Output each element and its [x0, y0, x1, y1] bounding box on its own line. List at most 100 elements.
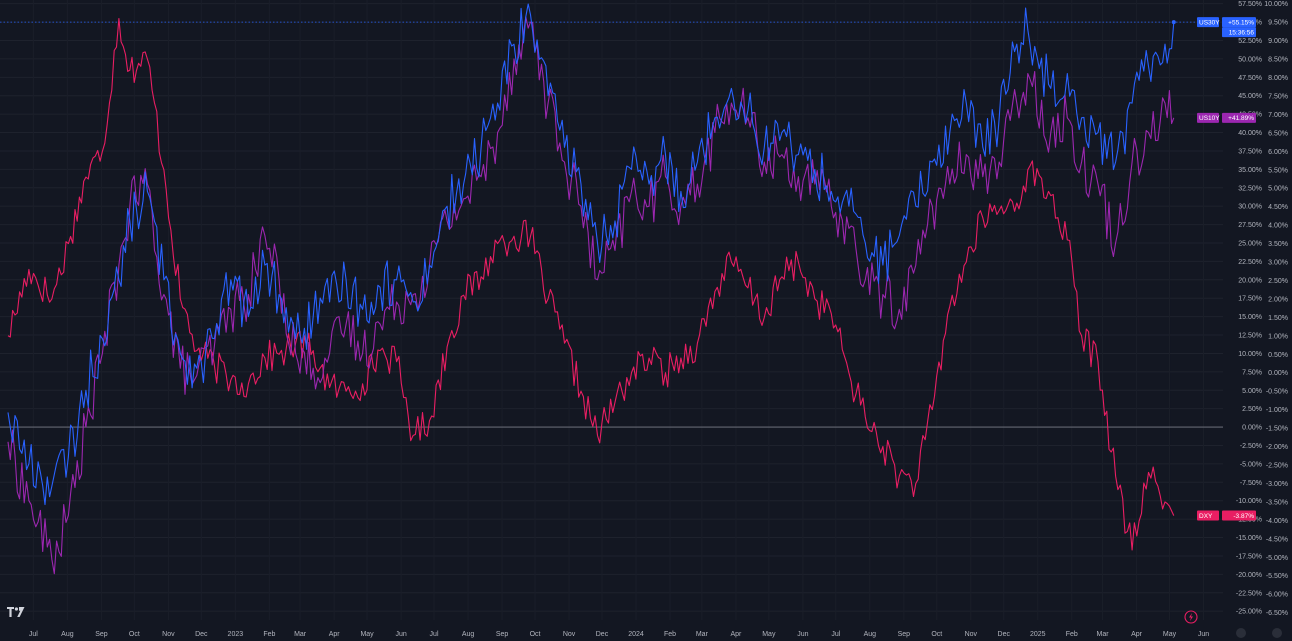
right-tick-label: 57.50%: [1238, 1, 1262, 8]
right-tick-label: 7.50%: [1242, 369, 1262, 376]
right-tick-label: -10.00%: [1236, 498, 1262, 505]
secondary-tick-label: -5.50%: [1266, 573, 1288, 580]
secondary-tick-label: 4.50%: [1268, 204, 1288, 211]
series-value-box: [1222, 510, 1256, 521]
x-tick-label: Sep: [95, 631, 108, 638]
series-value-label: +55.15%: [1228, 19, 1254, 26]
tradingview-logo-icon[interactable]: [6, 606, 26, 618]
series-value-box: [1222, 112, 1256, 123]
right-tick-label: 25.00%: [1238, 240, 1262, 247]
secondary-tick-label: 1.00%: [1268, 333, 1288, 340]
secondary-tick-label: 6.00%: [1268, 149, 1288, 156]
series-name-label: US10Y: [1199, 115, 1220, 122]
series-name-box: [1197, 112, 1219, 123]
right-tick-label: 32.50%: [1238, 185, 1262, 192]
x-tick-label: Sep: [496, 631, 509, 638]
secondary-tick-label: 9.50%: [1268, 20, 1288, 27]
x-tick-label: Jun: [1198, 631, 1209, 638]
right-tick-label: 27.50%: [1238, 222, 1262, 229]
right-tick-label: 50.00%: [1238, 56, 1262, 63]
secondary-axis-ticks: 10.00% 9.50% 9.00% 8.50% 8.00% 7.50% 7.00% 6.50…: [1264, 1, 1288, 617]
secondary-tick-label: -4.50%: [1266, 536, 1288, 543]
secondary-tick-label: -5.00%: [1266, 555, 1288, 562]
time-axis-ticks: Jul Aug Sep Oct Nov Dec 2023 Feb Mar Apr May Jun Jul…: [29, 631, 1209, 638]
dxy-tag: DXY -3.87%: [1197, 510, 1256, 521]
secondary-tick-label: -1.00%: [1266, 407, 1288, 414]
series-layer: [7, 3, 1175, 575]
scroll-left-button[interactable]: [1236, 628, 1246, 638]
horizontal-gridlines: [0, 3, 1223, 612]
secondary-tick-label: 7.00%: [1268, 112, 1288, 119]
x-tick-label: Aug: [462, 631, 475, 638]
right-tick-label: 40.00%: [1238, 130, 1262, 137]
x-tick-label: Oct: [129, 631, 140, 638]
right-tick-label: -5.00%: [1240, 461, 1262, 468]
x-tick-label: 2025: [1030, 631, 1046, 638]
right-tick-label: 22.50%: [1238, 259, 1262, 266]
x-tick-label: Dec: [998, 631, 1011, 638]
dxy-series-line: [7, 17, 1175, 551]
x-tick-label: Apr: [329, 631, 341, 638]
x-tick-label: Jul: [831, 631, 840, 638]
auto-scale-button[interactable]: [1272, 628, 1282, 638]
x-tick-label: Jun: [395, 631, 406, 638]
secondary-tick-label: 5.50%: [1268, 167, 1288, 174]
us30y-tag: US30Y +55.15% 15:36:56: [1171, 17, 1256, 38]
x-tick-label: Dec: [195, 631, 208, 638]
right-tick-label: 5.00%: [1242, 388, 1262, 395]
series-tags: DXY -3.87% US10Y +41.89% US30Y +55.15% 15:36:5…: [1171, 17, 1256, 521]
right-tick-label: 17.50%: [1238, 296, 1262, 303]
secondary-tick-label: 0.00%: [1268, 370, 1288, 377]
x-tick-label: Aug: [61, 631, 74, 638]
right-tick-label: 0.00%: [1242, 425, 1262, 432]
right-tick-label: 52.50%: [1238, 38, 1262, 45]
right-tick-label: -2.50%: [1240, 443, 1262, 450]
secondary-tick-label: 2.00%: [1268, 296, 1288, 303]
x-tick-label: Feb: [664, 631, 676, 638]
right-tick-label: 12.50%: [1238, 333, 1262, 340]
secondary-tick-label: 8.50%: [1268, 57, 1288, 64]
secondary-tick-label: 0.50%: [1268, 352, 1288, 359]
x-tick-label: 2023: [228, 631, 244, 638]
x-tick-label: Jul: [430, 631, 439, 638]
secondary-tick-label: 1.50%: [1268, 315, 1288, 322]
x-tick-label: May: [762, 631, 776, 638]
x-tick-label: Apr: [730, 631, 742, 638]
right-tick-label: -20.00%: [1236, 572, 1262, 579]
series-name-label: US30Y: [1199, 19, 1220, 26]
secondary-tick-label: 4.00%: [1268, 223, 1288, 230]
x-tick-label: 2024: [628, 631, 644, 638]
secondary-tick-label: 7.50%: [1268, 93, 1288, 100]
right-tick-label: 35.00%: [1238, 167, 1262, 174]
secondary-tick-label: -2.50%: [1266, 463, 1288, 470]
secondary-tick-label: 8.00%: [1268, 75, 1288, 82]
right-tick-label: 37.50%: [1238, 148, 1262, 155]
x-tick-label: Jul: [29, 631, 38, 638]
right-tick-label: 20.00%: [1238, 277, 1262, 284]
x-tick-label: Mar: [696, 631, 709, 638]
x-tick-label: Feb: [263, 631, 275, 638]
series-name-box: [1197, 510, 1219, 521]
x-tick-label: Apr: [1131, 631, 1143, 638]
x-tick-label: Mar: [1097, 631, 1110, 638]
series-time-box: [1222, 27, 1256, 38]
secondary-tick-label: 3.00%: [1268, 260, 1288, 267]
right-tick-label: -15.00%: [1236, 535, 1262, 542]
secondary-tick-label: -1.50%: [1266, 426, 1288, 433]
x-tick-label: Nov: [965, 631, 978, 638]
right-tick-label: 15.00%: [1238, 314, 1262, 321]
right-tick-label: 45.00%: [1238, 93, 1262, 100]
lightning-icon[interactable]: [1184, 610, 1198, 624]
us30y-series-line: [7, 3, 1175, 506]
x-tick-label: May: [360, 631, 374, 638]
x-tick-label: Mar: [294, 631, 307, 638]
series-time-label: 15:36:56: [1229, 29, 1255, 36]
x-tick-label: Jun: [797, 631, 808, 638]
x-tick-label: Dec: [596, 631, 609, 638]
right-tick-label: 47.50%: [1238, 75, 1262, 82]
x-tick-label: Oct: [931, 631, 942, 638]
x-tick-label: Sep: [898, 631, 911, 638]
secondary-tick-label: 5.00%: [1268, 186, 1288, 193]
x-tick-label: Oct: [530, 631, 541, 638]
